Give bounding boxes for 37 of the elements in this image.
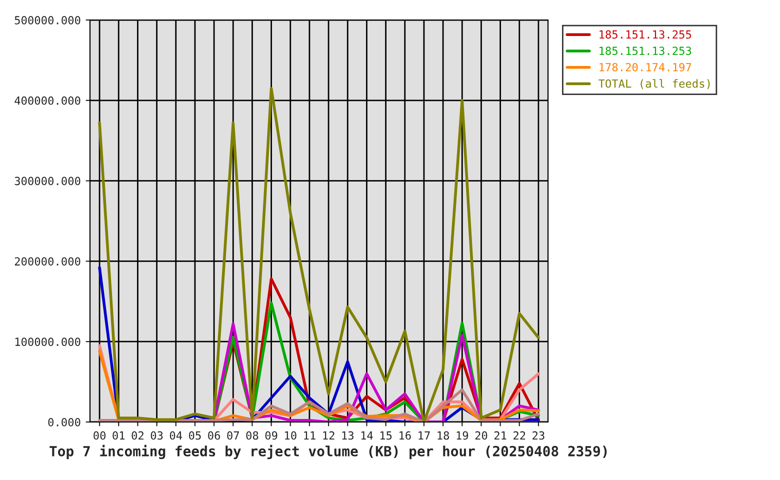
x-tick-label: 22 (514, 431, 526, 440)
x-tick-label: 19 (456, 431, 468, 440)
x-tick-label: 23 (532, 431, 544, 440)
x-tick-label: 07 (227, 431, 239, 440)
x-tick-label: 08 (246, 431, 258, 440)
y-tick-label: 400000.000 (14, 96, 80, 105)
legend-label: 178.20.174.197 (600, 62, 692, 72)
x-tick-label: 14 (361, 431, 373, 440)
y-tick-label: 0.000 (48, 418, 80, 426)
line-series (98, 388, 540, 422)
x-tick-label: 15 (380, 431, 392, 440)
x-tick-label: 04 (170, 431, 182, 440)
x-tick-label: 13 (342, 431, 354, 440)
legend-label: 185.151.13.255 (600, 30, 692, 39)
x-tick-label: 20 (475, 431, 488, 440)
legend-label: TOTAL (all feeds) (598, 79, 710, 90)
y-tick-label: 100000.000 (15, 338, 80, 346)
x-tick-label: 02 (132, 431, 144, 440)
x-tick-label: 16 (400, 431, 411, 440)
x-tick-label: 01 (112, 431, 125, 440)
x-tick-label: 03 (150, 431, 163, 440)
x-tick-label: 17 (418, 431, 430, 440)
x-tick-label: 10 (285, 431, 296, 440)
x-tick-label: 18 (438, 431, 450, 440)
x-tick-label: 00 (94, 431, 106, 440)
line-series (98, 86, 540, 422)
x-tick-label: 21 (494, 431, 506, 440)
y-tick-label: 200000.000 (14, 257, 80, 266)
x-tick-label: 12 (323, 431, 334, 440)
x-tick-label: 11 (304, 431, 316, 440)
y-tick-label: 500000.000 (14, 16, 80, 24)
y-tick-label: 300000.000 (14, 176, 80, 186)
x-tick-label: 09 (265, 431, 278, 440)
x-tick-label: 05 (188, 431, 201, 440)
legend-label: 185.151.13.253 (600, 46, 692, 56)
text: Top 7 incoming feeds by reject volume (KB) per hour (20250408 2359) (50, 444, 607, 460)
x-tick-label: 06 (208, 431, 220, 440)
